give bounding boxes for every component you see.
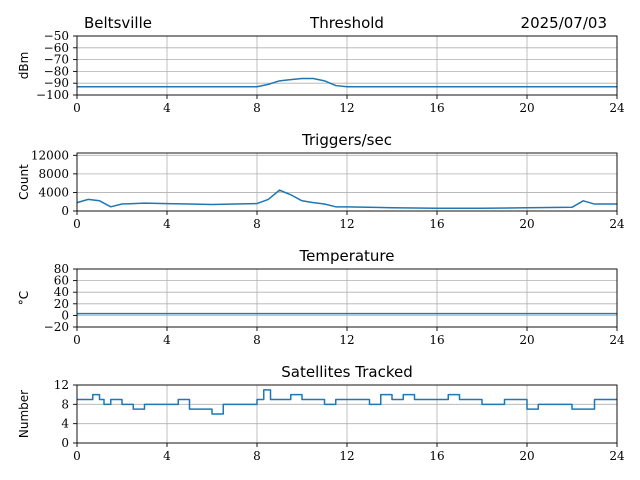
plot-frame (76, 268, 618, 328)
date-label: 2025/07/03 (521, 14, 607, 32)
y-axis-label: dBm (17, 52, 31, 80)
chart-panel-3: Satellites Tracked 0 4 8 12 16 20 24 12 8 4 0 Number (17, 363, 625, 463)
x-tick-label: 0 (73, 101, 81, 115)
chart-panel-1: Triggers/sec 0 4 8 12 16 20 24 12000 8000 4000 0 Cou… (17, 131, 625, 231)
x-tick-label: 16 (429, 101, 444, 115)
y-tick-label: 12 (54, 378, 69, 392)
y-tick-label: −100 (36, 88, 69, 102)
y-axis-label: Number (17, 390, 31, 438)
x-tick-label: 24 (609, 217, 625, 231)
x-tick-label: 12 (339, 217, 354, 231)
y-tick-label: 20 (54, 297, 69, 311)
y-tick-label: −60 (44, 41, 69, 55)
x-tick-label: 0 (73, 449, 81, 463)
y-tick-label: 40 (54, 285, 69, 299)
y-tick-label: 0 (61, 308, 69, 322)
plot-frame (76, 152, 618, 212)
chart-panel-0: Threshold 0 4 8 12 16 20 24 −50−60−70−80−90−100 d… (17, 14, 625, 115)
plot-frame (76, 384, 618, 444)
location-label: Beltsville (84, 14, 152, 32)
x-tick-label: 8 (253, 217, 261, 231)
plot-frame (76, 35, 618, 96)
y-axis-label: °C (17, 291, 31, 305)
x-tick-label: 4 (163, 101, 171, 115)
x-tick-label: 20 (519, 449, 534, 463)
series-line (77, 77, 617, 88)
y-tick-label: −50 (44, 29, 69, 43)
x-tick-label: 16 (429, 449, 444, 463)
y-tick-label: −70 (44, 53, 69, 67)
x-tick-label: 16 (429, 333, 444, 347)
chart-title: Threshold (309, 14, 384, 32)
chart-panels: Threshold 0 4 8 12 16 20 24 −50−60−70−80−90−100 d… (17, 14, 625, 463)
chart-title: Temperature (298, 247, 394, 265)
y-tick-label: 0 (61, 436, 69, 450)
x-tick-label: 20 (519, 217, 534, 231)
y-tick-label: −20 (44, 320, 69, 334)
x-tick-label: 24 (609, 333, 625, 347)
x-tick-label: 24 (609, 101, 625, 115)
x-tick-label: 8 (253, 333, 261, 347)
y-tick-label: 0 (61, 204, 69, 218)
chart-title: Triggers/sec (301, 131, 392, 149)
x-tick-label: 16 (429, 217, 444, 231)
y-tick-label: 8 (61, 397, 69, 411)
x-tick-label: 4 (163, 333, 171, 347)
x-tick-label: 8 (253, 449, 261, 463)
series-line (76, 189, 617, 209)
y-axis-label: Count (17, 164, 31, 200)
x-tick-label: 0 (73, 217, 81, 231)
x-tick-label: 24 (609, 449, 625, 463)
x-tick-label: 4 (163, 449, 171, 463)
x-tick-label: 20 (519, 101, 534, 115)
y-tick-label: 8000 (38, 167, 69, 181)
y-tick-label: −80 (44, 64, 69, 78)
x-tick-label: 0 (73, 333, 81, 347)
x-tick-label: 4 (163, 217, 171, 231)
x-tick-label: 12 (339, 449, 354, 463)
x-tick-label: 12 (339, 101, 354, 115)
y-tick-label: 80 (54, 262, 69, 276)
x-tick-label: 20 (519, 333, 534, 347)
chart-title: Satellites Tracked (281, 363, 412, 381)
series-line (77, 389, 617, 415)
y-tick-label: 4 (61, 417, 69, 431)
x-tick-label: 8 (253, 101, 261, 115)
x-tick-label: 12 (339, 333, 354, 347)
y-tick-label: 60 (54, 274, 69, 288)
y-tick-label: 12000 (31, 148, 69, 162)
y-tick-label: −90 (44, 76, 69, 90)
y-tick-label: 4000 (38, 185, 69, 199)
